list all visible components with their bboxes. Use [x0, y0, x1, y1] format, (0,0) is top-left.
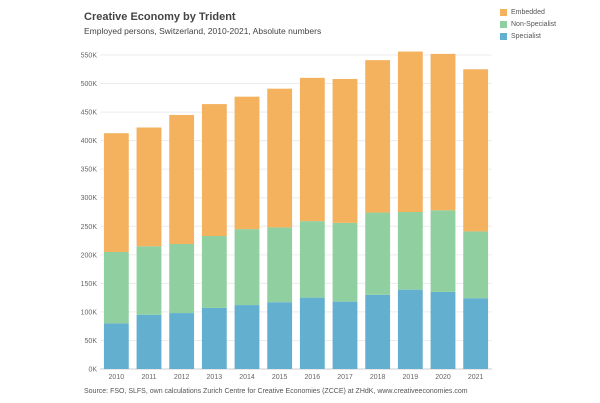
bar-embedded-2011: [136, 127, 162, 247]
x-tick-label: 2012: [174, 374, 190, 381]
x-tick-label: 2018: [370, 374, 386, 381]
y-tick-label: 0K: [88, 367, 97, 374]
bar-embedded-2013: [201, 104, 227, 236]
legend-label-specialist: Specialist: [511, 32, 541, 40]
legend-label-embedded: Embedded: [511, 8, 545, 16]
y-tick-label: 150K: [81, 281, 98, 288]
bar-non-specialist-2014: [234, 229, 260, 306]
x-tick-label: 2015: [272, 374, 288, 381]
bar-specialist-2011: [136, 314, 162, 369]
bar-embedded-2016: [299, 77, 325, 222]
bar-non-specialist-2019: [397, 212, 423, 290]
x-tick-label: 2016: [305, 374, 321, 381]
bar-embedded-2020: [430, 53, 456, 211]
legend-item-embedded: Embedded: [500, 6, 556, 18]
bar-non-specialist-2018: [365, 212, 391, 295]
bar-embedded-2019: [397, 51, 423, 212]
legend-swatch-embedded: [500, 8, 507, 16]
bar-specialist-2012: [169, 313, 195, 369]
y-tick-label: 450K: [81, 110, 98, 117]
x-tick-label: 2021: [468, 374, 484, 381]
x-tick-label: 2011: [141, 374, 156, 381]
x-tick-label: 2017: [337, 374, 353, 381]
x-tick-label: 2019: [403, 374, 419, 381]
bar-specialist-2019: [397, 289, 423, 369]
bar-specialist-2015: [267, 302, 293, 369]
bar-non-specialist-2020: [430, 210, 456, 292]
bar-specialist-2016: [299, 297, 325, 369]
bar-embedded-2021: [463, 69, 489, 232]
y-tick-label: 350K: [81, 167, 98, 174]
bar-non-specialist-2010: [103, 251, 129, 324]
x-tick-label: 2020: [435, 374, 451, 381]
bar-non-specialist-2016: [299, 221, 325, 298]
y-tick-label: 100K: [81, 309, 98, 316]
chart-subtitle: Employed persons, Switzerland, 2010-2021…: [84, 26, 322, 36]
bar-non-specialist-2013: [201, 235, 227, 308]
bar-non-specialist-2017: [332, 222, 358, 302]
bar-specialist-2010: [103, 323, 129, 369]
bar-non-specialist-2011: [136, 246, 162, 315]
y-tick-label: 50K: [85, 338, 98, 345]
bar-embedded-2014: [234, 96, 260, 230]
bar-specialist-2014: [234, 305, 260, 369]
y-tick-label: 400K: [81, 138, 98, 145]
chart-legend: Embedded Non-Specialist Specialist: [500, 6, 556, 42]
y-tick-label: 500K: [81, 81, 98, 88]
legend-item-specialist: Specialist: [500, 30, 556, 42]
legend-label-non-specialist: Non-Specialist: [511, 20, 557, 28]
bar-embedded-2018: [365, 60, 391, 213]
bar-specialist-2018: [365, 294, 391, 369]
y-tick-label: 300K: [81, 195, 98, 202]
source-note: Source: FSO, SLFS, own calculations Zuri…: [84, 388, 468, 395]
legend-item-non-specialist: Non-Specialist: [500, 18, 556, 30]
legend-swatch-specialist: [500, 32, 507, 40]
x-tick-label: 2010: [109, 374, 125, 381]
bar-embedded-2017: [332, 78, 358, 223]
bar-embedded-2010: [103, 133, 129, 252]
x-tick-label: 2013: [207, 374, 223, 381]
bar-specialist-2020: [430, 291, 456, 369]
bar-non-specialist-2015: [267, 227, 293, 303]
bar-specialist-2017: [332, 301, 358, 369]
bar-embedded-2012: [169, 114, 195, 244]
chart-title: Creative Economy by Trident: [84, 11, 236, 23]
bar-embedded-2015: [267, 88, 293, 228]
legend-swatch-non-specialist: [500, 20, 507, 28]
bar-non-specialist-2012: [169, 243, 195, 314]
bar-specialist-2021: [463, 298, 489, 369]
y-tick-label: 200K: [81, 252, 98, 259]
x-tick-label: 2014: [239, 374, 255, 381]
y-tick-label: 550K: [81, 53, 98, 60]
bar-non-specialist-2021: [463, 231, 489, 299]
y-tick-label: 250K: [81, 224, 98, 231]
bar-specialist-2013: [201, 307, 227, 369]
